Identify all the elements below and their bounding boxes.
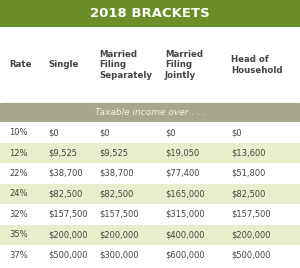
Text: Married
Filing
Separately: Married Filing Separately <box>99 50 152 80</box>
Text: $500,000: $500,000 <box>231 251 271 260</box>
Text: 35%: 35% <box>9 230 28 239</box>
Text: $38,700: $38,700 <box>99 169 134 178</box>
Bar <box>0 103 300 122</box>
Text: 22%: 22% <box>9 169 28 178</box>
Text: 12%: 12% <box>9 148 28 158</box>
Text: 32%: 32% <box>9 210 28 219</box>
Bar <box>0 184 300 204</box>
Text: $0: $0 <box>231 128 242 137</box>
Bar <box>0 122 300 143</box>
Text: Head of
Household: Head of Household <box>231 55 283 75</box>
Text: $200,000: $200,000 <box>48 230 88 239</box>
Text: Rate: Rate <box>9 61 32 69</box>
Text: $0: $0 <box>165 128 175 137</box>
Text: 2018 BRACKETS: 2018 BRACKETS <box>90 7 210 20</box>
Text: $51,800: $51,800 <box>231 169 266 178</box>
Text: $77,400: $77,400 <box>165 169 200 178</box>
Text: $200,000: $200,000 <box>231 230 271 239</box>
Text: Single: Single <box>48 61 78 69</box>
Bar <box>0 204 300 225</box>
Text: $0: $0 <box>48 128 58 137</box>
Bar <box>0 0 300 27</box>
Text: $0: $0 <box>99 128 110 137</box>
Bar <box>0 143 300 163</box>
Text: $400,000: $400,000 <box>165 230 205 239</box>
Text: Married
Filing
Jointly: Married Filing Jointly <box>165 50 203 80</box>
Text: $82,500: $82,500 <box>48 189 82 198</box>
Text: $38,700: $38,700 <box>48 169 82 178</box>
Text: Taxable income over . . .: Taxable income over . . . <box>94 108 206 117</box>
Text: 10%: 10% <box>9 128 28 137</box>
Text: $600,000: $600,000 <box>165 251 205 260</box>
Bar <box>0 163 300 184</box>
Text: $165,000: $165,000 <box>165 189 205 198</box>
Text: $157,500: $157,500 <box>99 210 139 219</box>
Text: $157,500: $157,500 <box>48 210 88 219</box>
Bar <box>0 225 300 245</box>
Text: $82,500: $82,500 <box>99 189 134 198</box>
Text: $9,525: $9,525 <box>99 148 128 158</box>
Text: $157,500: $157,500 <box>231 210 271 219</box>
Text: 24%: 24% <box>9 189 28 198</box>
Text: $9,525: $9,525 <box>48 148 77 158</box>
Text: $82,500: $82,500 <box>231 189 266 198</box>
Text: $200,000: $200,000 <box>99 230 139 239</box>
Text: 37%: 37% <box>9 251 28 260</box>
Text: $500,000: $500,000 <box>48 251 88 260</box>
Text: $19,050: $19,050 <box>165 148 199 158</box>
Text: $315,000: $315,000 <box>165 210 205 219</box>
Bar <box>0 245 300 265</box>
Text: $13,600: $13,600 <box>231 148 266 158</box>
Text: $300,000: $300,000 <box>99 251 139 260</box>
